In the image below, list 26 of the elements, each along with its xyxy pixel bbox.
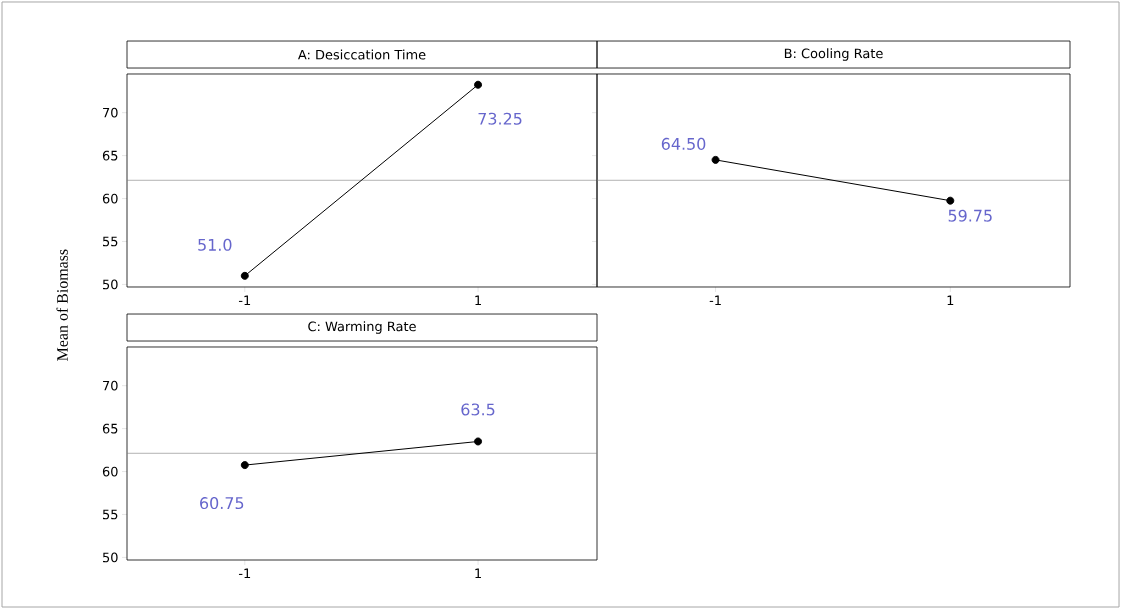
x-tick-label: -1 (238, 568, 251, 578)
y-tick-label: 65 (102, 150, 118, 161)
data-label: 59.75 (948, 209, 992, 222)
y-axis-title: Mean of Biomass (56, 249, 68, 361)
data-label: 64.50 (661, 137, 706, 150)
y-tick-label: 60 (102, 193, 118, 204)
x-tick-label: -1 (709, 295, 721, 305)
y-tick-label: 60 (102, 466, 118, 477)
y-tick-label: 50 (103, 552, 118, 563)
y-tick-label: 55 (103, 509, 118, 520)
x-tick-label: -1 (238, 295, 251, 305)
chart-title: B: Cooling Rate (784, 48, 883, 61)
y-tick-label: 70 (103, 380, 118, 391)
y-tick-label: 55 (103, 236, 118, 247)
y-tick-label: 65 (102, 423, 118, 434)
y-tick-label: 70 (103, 107, 118, 118)
y-tick-label: 50 (103, 279, 118, 290)
chart-title: A: Desiccation Time (298, 49, 426, 60)
data-label: 63.5 (461, 403, 495, 416)
x-tick-label: 1 (947, 295, 954, 305)
x-tick-label: 1 (475, 295, 481, 305)
data-label: 60.75 (200, 497, 244, 510)
chart-title: C: Warming Rate (308, 321, 416, 334)
x-tick-label: 1 (475, 568, 481, 578)
data-label: 51.0 (198, 238, 232, 251)
data-label: 73.25 (478, 112, 522, 125)
